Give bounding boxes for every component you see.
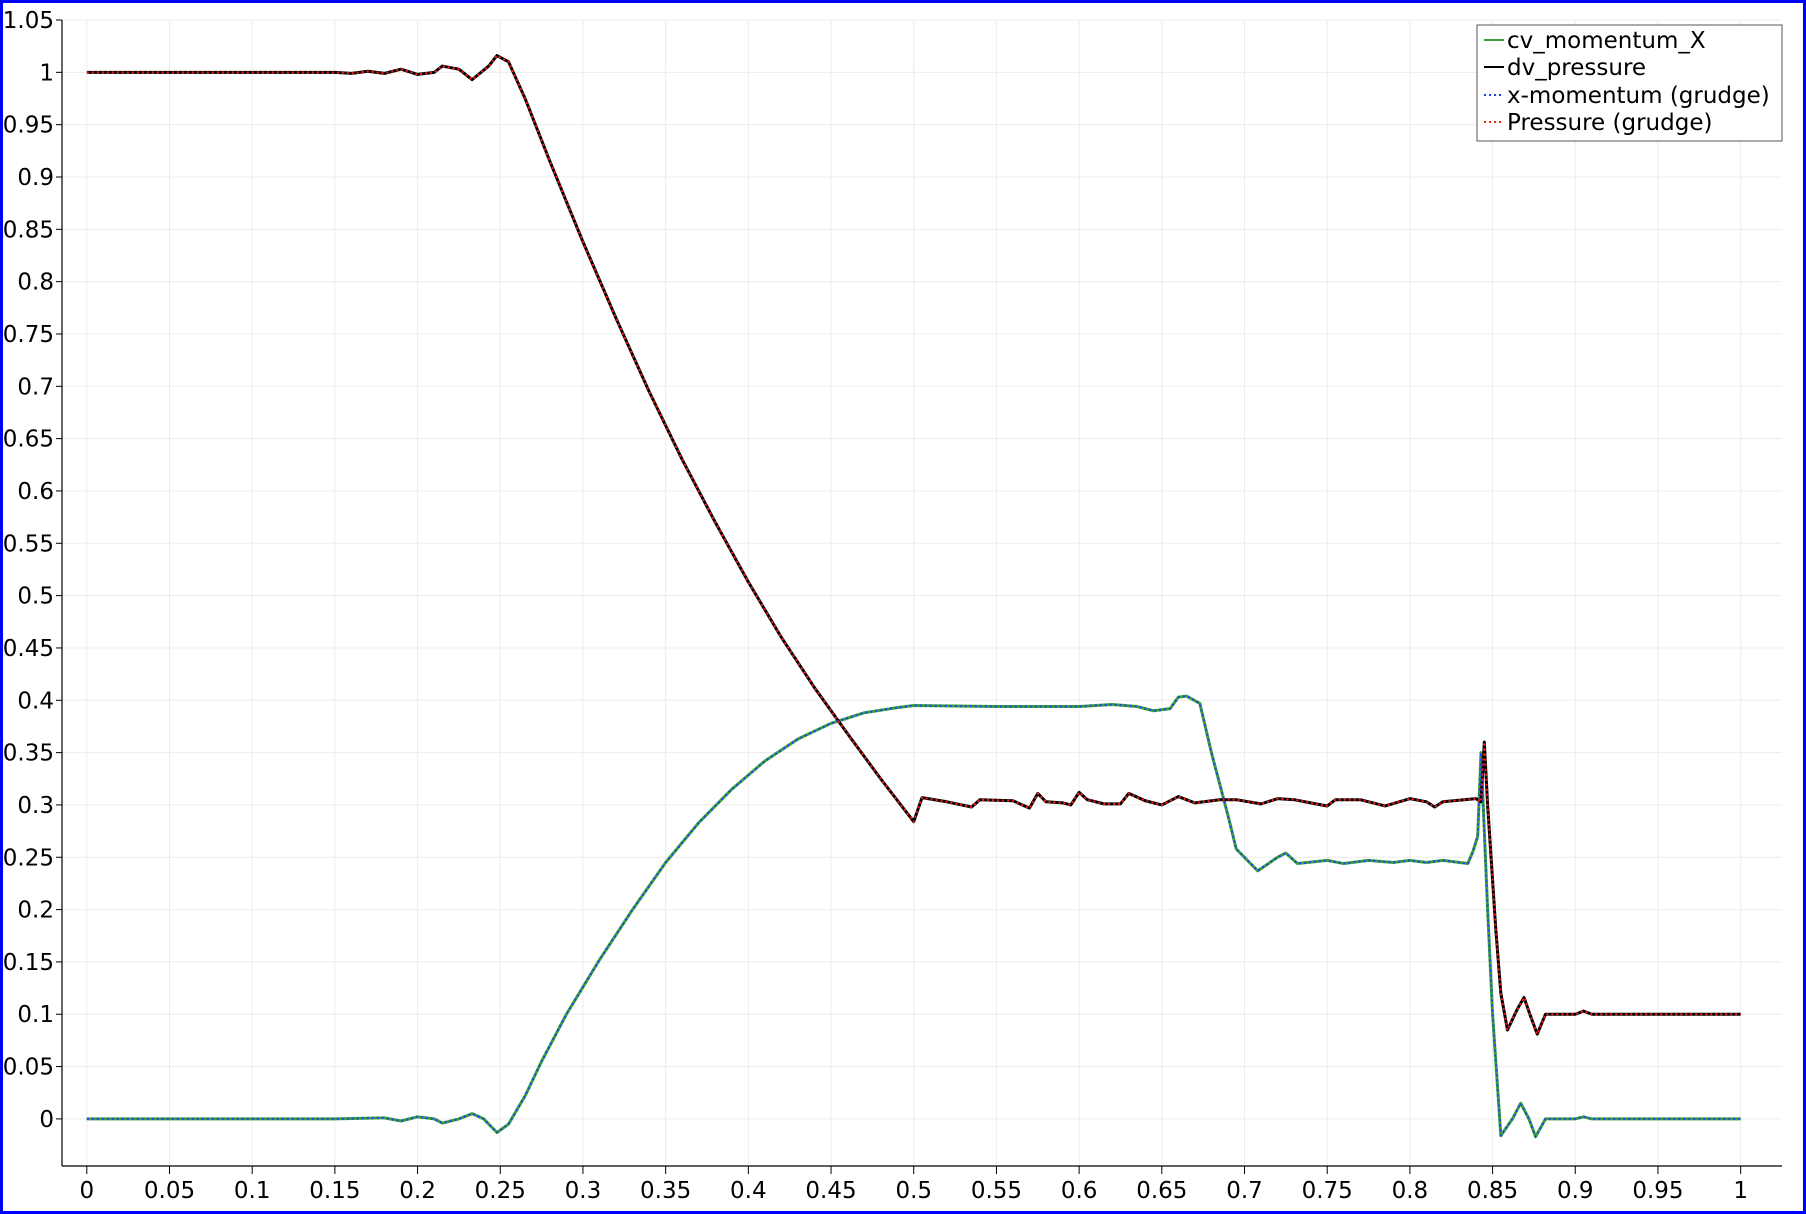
x-tick-label: 0.55 <box>971 1178 1022 1204</box>
y-tick-label: 0.05 <box>3 1055 54 1081</box>
x-tick-label: 0.1 <box>234 1178 271 1204</box>
x-tick-label: 0.65 <box>1136 1178 1187 1204</box>
x-tick-label: 0.75 <box>1302 1178 1353 1204</box>
x-tick-label: 0.6 <box>1061 1178 1098 1204</box>
x-tick-label: 0.95 <box>1632 1178 1683 1204</box>
y-tick-label: 1.05 <box>3 8 54 34</box>
series-lines <box>86 54 1741 1139</box>
x-tick-label: 0.3 <box>565 1178 602 1204</box>
series-line-x-momentum-grudge <box>86 695 1741 1138</box>
x-tick-label: 0.4 <box>730 1178 767 1204</box>
axes <box>61 20 1782 1167</box>
x-tick-labels: 0 0.05 0.1 0.15 0.2 0.25 0.3 0.35 0.4 0.45 0.5 0.55… <box>79 1166 1748 1204</box>
x-tick-label: 0.05 <box>144 1178 195 1204</box>
y-tick-label: 0.3 <box>17 793 54 819</box>
x-tick-label: 0.25 <box>475 1178 526 1204</box>
y-tick-label: 0.35 <box>3 741 54 767</box>
legend-label-cv-momentum-x: cv_momentum_X <box>1507 28 1706 54</box>
y-tick-label: 0.8 <box>17 270 54 296</box>
y-tick-label: 0.45 <box>3 636 54 662</box>
series-line-pressure-grudge <box>86 54 1741 1036</box>
y-tick-label: 0.85 <box>3 217 54 243</box>
x-tick-label: 0.85 <box>1467 1178 1518 1204</box>
y-tick-label: 0.1 <box>17 1002 54 1028</box>
legend-box <box>1476 24 1783 142</box>
y-tick-label: 0.15 <box>3 950 54 976</box>
y-tick-label: 0.55 <box>3 531 54 557</box>
y-tick-label: 0 <box>39 1107 54 1133</box>
y-tick-label: 0.5 <box>17 584 54 610</box>
legend-label-pressure-grudge: Pressure (grudge) <box>1507 110 1712 136</box>
y-tick-label: 0.2 <box>17 898 54 924</box>
legend: cv_momentum_X dv_pressure x-momentum (gr… <box>1476 24 1783 142</box>
x-tick-label: 1 <box>1733 1178 1748 1204</box>
grid-lines <box>62 19 1782 1166</box>
x-tick-label: 0.45 <box>805 1178 856 1204</box>
y-tick-label: 1 <box>39 60 54 86</box>
y-tick-label: 0.6 <box>17 479 54 505</box>
y-tick-label: 0.95 <box>3 113 54 139</box>
y-tick-label: 0.25 <box>3 845 54 871</box>
x-tick-label: 0.35 <box>640 1178 691 1204</box>
x-tick-label: 0.7 <box>1226 1178 1263 1204</box>
x-tick-label: 0.5 <box>895 1178 932 1204</box>
legend-label-dv-pressure: dv_pressure <box>1507 55 1646 81</box>
x-tick-label: 0 <box>79 1178 94 1204</box>
x-tick-label: 0.15 <box>309 1178 360 1204</box>
x-tick-label: 0.9 <box>1557 1178 1594 1204</box>
legend-label-x-momentum-grudge: x-momentum (grudge) <box>1507 83 1770 109</box>
x-tick-label: 0.2 <box>399 1178 436 1204</box>
y-tick-label: 0.7 <box>17 374 54 400</box>
x-tick-label: 0.8 <box>1392 1178 1429 1204</box>
y-tick-label: 0.4 <box>17 688 54 714</box>
y-tick-label: 0.75 <box>3 322 54 348</box>
y-tick-labels: 0 0.05 0.1 0.15 0.2 0.25 0.3 0.35 0.4 0.45 0.5 0.55… <box>3 8 62 1133</box>
y-tick-label: 0.9 <box>17 165 54 191</box>
y-tick-label: 0.65 <box>3 427 54 453</box>
